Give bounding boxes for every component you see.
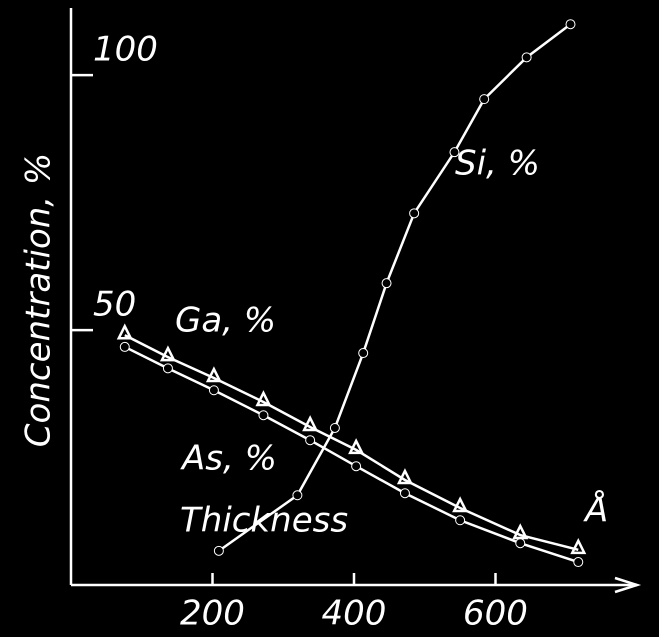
x-tick-label: 400	[322, 594, 387, 634]
marker	[213, 545, 224, 556]
marker	[348, 438, 365, 455]
marker	[208, 385, 219, 396]
marker	[521, 52, 532, 63]
x-tick-label: 200	[180, 594, 245, 634]
axis-arrow	[614, 576, 642, 594]
marker	[119, 341, 130, 352]
series-label: As, %	[180, 439, 277, 479]
marker	[258, 410, 269, 421]
marker	[302, 415, 319, 432]
marker	[162, 363, 173, 374]
marker	[329, 422, 340, 433]
marker	[449, 147, 460, 158]
series-label: Ga, %	[175, 301, 276, 341]
marker	[116, 323, 133, 340]
y-tick-label: 100	[93, 30, 158, 70]
marker	[565, 19, 576, 30]
marker	[570, 538, 587, 555]
series-line	[218, 23, 572, 552]
x-axis-label: Thickness	[180, 501, 348, 541]
marker	[305, 435, 316, 446]
marker	[358, 348, 369, 359]
series-line	[124, 345, 579, 564]
x-axis-unit: Å	[583, 490, 608, 531]
marker	[452, 496, 469, 513]
series-line	[124, 334, 579, 552]
marker	[512, 523, 529, 540]
marker	[455, 515, 466, 526]
marker	[292, 490, 303, 501]
x-tick-label: 600	[463, 594, 528, 634]
marker	[573, 557, 584, 568]
marker	[255, 390, 272, 407]
marker	[399, 488, 410, 499]
marker	[515, 538, 526, 549]
marker	[351, 461, 362, 472]
y-axis-label: Concentration, %	[19, 153, 59, 447]
marker	[479, 94, 490, 105]
marker	[396, 468, 413, 485]
marker	[159, 345, 176, 362]
y-tick-label: 50	[93, 285, 136, 325]
series-label: Si, %	[455, 144, 540, 184]
marker	[381, 278, 392, 289]
marker	[409, 208, 420, 219]
marker	[205, 366, 222, 383]
